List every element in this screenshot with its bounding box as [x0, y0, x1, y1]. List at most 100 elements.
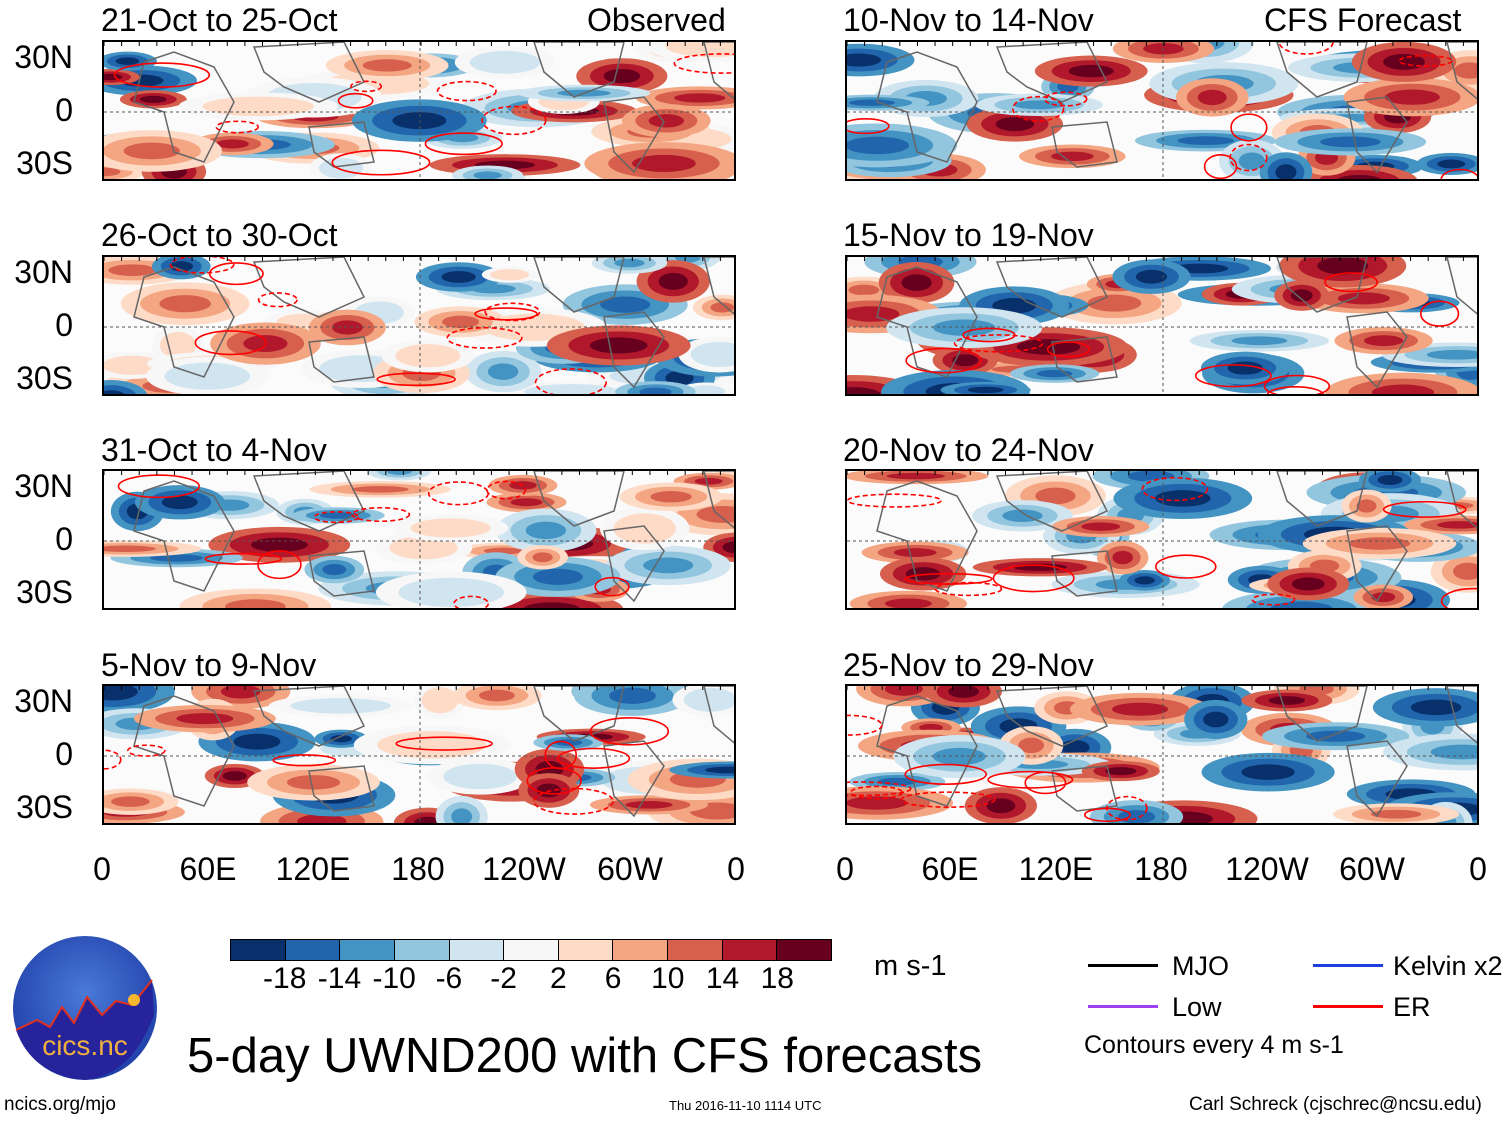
map-panel-observed-1	[102, 40, 736, 181]
anomaly-shading	[524, 384, 620, 394]
anomaly-shading	[159, 295, 211, 313]
anomaly-shading	[535, 761, 564, 778]
er-contour	[1419, 300, 1460, 327]
anomaly-shading	[992, 298, 1037, 314]
lon-label: 180	[1134, 851, 1188, 887]
legend-line-mjo	[1088, 964, 1158, 967]
anomaly-shading	[286, 775, 341, 790]
coastline	[995, 42, 1109, 103]
lon-label: 0	[836, 851, 854, 887]
anomaly-shading	[1317, 257, 1369, 275]
map-field	[104, 42, 734, 179]
anomaly-shading	[441, 271, 476, 283]
anomaly-shading	[1155, 490, 1211, 507]
anomaly-shading	[1013, 100, 1065, 110]
coastline	[308, 121, 375, 168]
anomaly-shading	[1377, 474, 1403, 485]
er-contour	[127, 744, 166, 757]
anomaly-shading	[525, 521, 567, 540]
er-contour	[376, 372, 456, 387]
colorbar-swatch	[504, 940, 559, 960]
legend-label-er: ER	[1393, 992, 1431, 1022]
anomaly-shading	[1018, 737, 1045, 754]
anomaly-shading	[330, 735, 352, 743]
observed-header: Observed	[587, 2, 726, 38]
coastline	[1446, 686, 1477, 744]
anomaly-shading	[532, 568, 583, 585]
anomaly-shading	[1320, 136, 1381, 148]
logo-text: cics.nc	[42, 1030, 128, 1061]
lon-label: 0	[727, 851, 745, 887]
anomaly-shading	[161, 495, 198, 510]
coastline	[1276, 257, 1368, 313]
anomaly-shading	[469, 50, 541, 74]
coastline	[133, 695, 235, 807]
anomaly-shading	[683, 687, 734, 712]
er-contour	[208, 262, 264, 286]
coastline	[308, 550, 375, 597]
colorbar-swatch	[231, 940, 286, 960]
colorbar-label: -14	[317, 962, 362, 995]
er-contour	[1230, 113, 1268, 142]
anomaly-shading	[319, 157, 364, 179]
anomaly-shading	[639, 387, 672, 394]
anomaly-shading	[443, 763, 518, 790]
er-contour	[350, 80, 383, 93]
anomaly-shading	[1177, 136, 1235, 145]
anomaly-shading	[1111, 702, 1169, 716]
anomaly-shading	[893, 548, 937, 557]
anomaly-shading	[104, 686, 138, 701]
anomaly-shading	[536, 783, 561, 798]
anomaly-shading	[690, 341, 734, 368]
anomaly-shading	[225, 599, 286, 608]
map-panel-forecast-1	[845, 40, 1479, 181]
lat-label: 30S	[16, 145, 73, 181]
anomaly-shading	[111, 796, 150, 807]
legend-line-kelvin	[1313, 964, 1383, 967]
anomaly-shading	[104, 167, 121, 177]
coastline	[876, 266, 978, 378]
anomaly-shading	[442, 315, 480, 329]
er-contour	[904, 763, 987, 785]
footer-author: Carl Schreck (cjschrec@ncsu.edu)	[1189, 1094, 1482, 1115]
anomaly-shading	[847, 53, 882, 67]
anomaly-shading	[632, 154, 696, 172]
er-contour	[1278, 42, 1334, 55]
coastline	[876, 695, 978, 807]
er-contour	[1266, 385, 1325, 394]
anomaly-shading	[487, 363, 519, 380]
lon-label: 60W	[597, 851, 663, 887]
legend-line-low	[1088, 1005, 1158, 1008]
panel-title: 31-Oct to 4-Nov	[101, 432, 327, 468]
er-contour	[1263, 374, 1331, 394]
coastline	[876, 51, 978, 163]
coastline	[1446, 42, 1477, 100]
er-contour	[847, 781, 912, 797]
er-contour	[1440, 587, 1477, 608]
coastline	[703, 257, 734, 315]
er-contour	[544, 740, 578, 770]
coastline	[252, 257, 366, 318]
panel-title: 5-Nov to 9-Nov	[101, 647, 317, 683]
anomaly-shading	[625, 801, 673, 809]
er-contour	[1251, 593, 1296, 606]
anomaly-shading	[1371, 384, 1435, 394]
lat-label: 30S	[16, 789, 73, 825]
anomaly-shading	[1453, 562, 1477, 580]
anomaly-shading	[658, 272, 688, 290]
colorbar-swatch	[340, 940, 395, 960]
anomaly-shading	[233, 733, 281, 750]
anomaly-shading	[1337, 174, 1382, 179]
coastline	[252, 42, 366, 103]
legend-label-low: Low	[1172, 992, 1222, 1022]
anomaly-shading	[150, 554, 204, 562]
anomaly-shading	[1370, 809, 1422, 819]
anomaly-shading	[1275, 164, 1297, 179]
coastline	[1051, 336, 1118, 383]
anomaly-shading	[1241, 764, 1295, 780]
coastline	[703, 471, 734, 529]
anomaly-shading	[389, 535, 458, 560]
anomaly-shading	[1384, 89, 1440, 105]
contour-note: Contours every 4 m s-1	[1084, 1031, 1344, 1059]
coastline	[1346, 525, 1408, 603]
